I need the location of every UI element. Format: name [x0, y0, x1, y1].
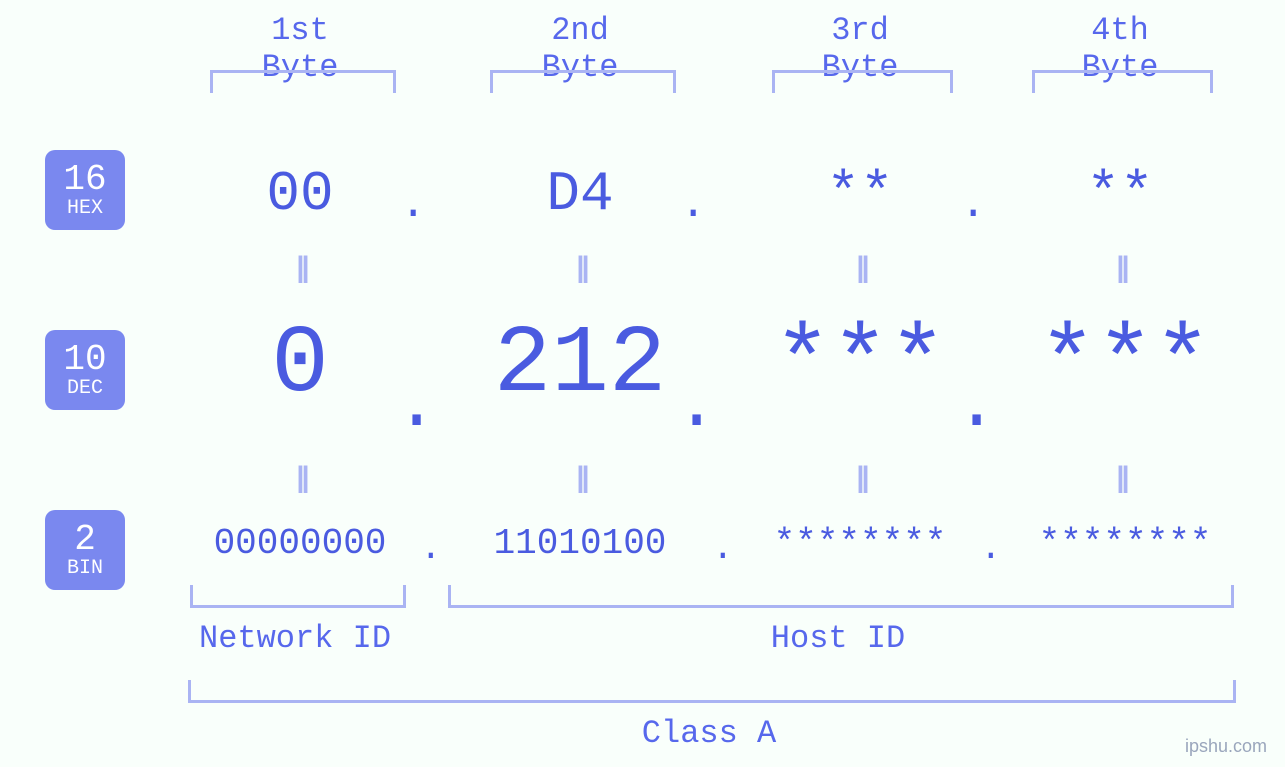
bin-dot-3: .: [980, 528, 996, 569]
dec-byte-2: 212: [455, 310, 705, 419]
hex-byte-2: D4: [510, 162, 650, 226]
eq-h3: II: [845, 248, 875, 293]
dec-dot-2: .: [675, 365, 705, 447]
eq-d1: II: [285, 458, 315, 503]
bin-dot-2: .: [712, 528, 728, 569]
host-bracket: [448, 585, 1234, 608]
eq-h4: II: [1105, 248, 1135, 293]
radix-num-bin: 2: [45, 521, 125, 559]
eq-h1: II: [285, 248, 315, 293]
radix-num-hex: 16: [45, 161, 125, 199]
bin-byte-3: ********: [750, 523, 970, 564]
eq-d3: II: [845, 458, 875, 503]
hex-byte-4: **: [1050, 162, 1190, 226]
hex-dot-1: .: [400, 180, 420, 230]
network-bracket: [190, 585, 406, 608]
hex-byte-3: **: [790, 162, 930, 226]
radix-num-dec: 10: [45, 341, 125, 379]
dec-dot-1: .: [395, 365, 425, 447]
bin-byte-1: 00000000: [190, 523, 410, 564]
class-label: Class A: [188, 715, 1230, 752]
eq-h2: II: [565, 248, 595, 293]
watermark: ipshu.com: [1185, 736, 1267, 757]
eq-d2: II: [565, 458, 595, 503]
bin-byte-4: ********: [1015, 523, 1235, 564]
dec-dot-3: .: [955, 365, 985, 447]
radix-badge-dec: 10 DEC: [45, 330, 125, 410]
radix-badge-bin: 2 BIN: [45, 510, 125, 590]
dec-byte-1: 0: [200, 310, 400, 419]
radix-label-hex: HEX: [45, 198, 125, 219]
bin-dot-1: .: [420, 528, 436, 569]
network-id-label: Network ID: [190, 620, 400, 657]
eq-d4: II: [1105, 458, 1135, 503]
top-bracket-1: [210, 70, 396, 93]
bin-byte-2: 11010100: [460, 523, 700, 564]
hex-dot-3: .: [960, 180, 980, 230]
dec-byte-4: ***: [1000, 310, 1250, 419]
top-bracket-2: [490, 70, 676, 93]
dec-byte-3: ***: [735, 310, 985, 419]
host-id-label: Host ID: [448, 620, 1228, 657]
ip-bytes-diagram: 1st Byte 2nd Byte 3rd Byte 4th Byte 16 H…: [0, 0, 1285, 767]
radix-badge-hex: 16 HEX: [45, 150, 125, 230]
hex-dot-2: .: [680, 180, 700, 230]
radix-label-bin: BIN: [45, 558, 125, 579]
radix-label-dec: DEC: [45, 378, 125, 399]
top-bracket-3: [772, 70, 953, 93]
top-bracket-4: [1032, 70, 1213, 93]
hex-byte-1: 00: [230, 162, 370, 226]
class-bracket: [188, 680, 1236, 703]
